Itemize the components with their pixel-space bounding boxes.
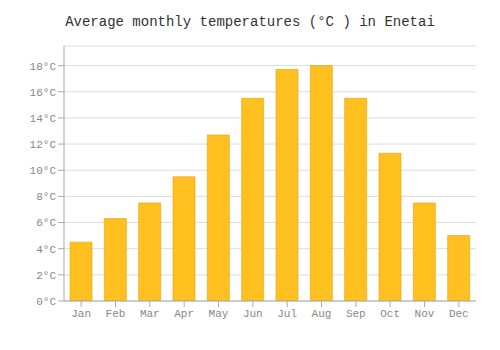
svg-text:Apr: Apr <box>174 308 194 320</box>
svg-text:4°C: 4°C <box>36 244 56 256</box>
svg-text:Jan: Jan <box>71 308 91 320</box>
svg-text:Jun: Jun <box>243 308 263 320</box>
svg-text:May: May <box>209 308 229 320</box>
svg-text:Sep: Sep <box>346 308 366 320</box>
svg-text:Nov: Nov <box>415 308 435 320</box>
svg-text:10°C: 10°C <box>30 165 57 177</box>
svg-text:12°C: 12°C <box>30 139 57 151</box>
svg-text:14°C: 14°C <box>30 113 57 125</box>
html-text:Average monthly temperatures (: Average monthly temperatures (°C ) in En… <box>65 14 435 30</box>
svg-text:Feb: Feb <box>106 308 126 320</box>
svg-text:18°C: 18°C <box>30 61 57 73</box>
svg-text:Dec: Dec <box>449 308 469 320</box>
svg-text:8°C: 8°C <box>36 191 56 203</box>
svg-text:Aug: Aug <box>312 308 332 320</box>
svg-text:2°C: 2°C <box>36 270 56 282</box>
svg-text:0°C: 0°C <box>36 296 56 308</box>
svg-text:Jul: Jul <box>277 308 297 320</box>
svg-text:Oct: Oct <box>380 308 400 320</box>
svg-text:Mar: Mar <box>140 308 160 320</box>
svg-text:16°C: 16°C <box>30 87 57 99</box>
svg-text:6°C: 6°C <box>36 217 56 229</box>
